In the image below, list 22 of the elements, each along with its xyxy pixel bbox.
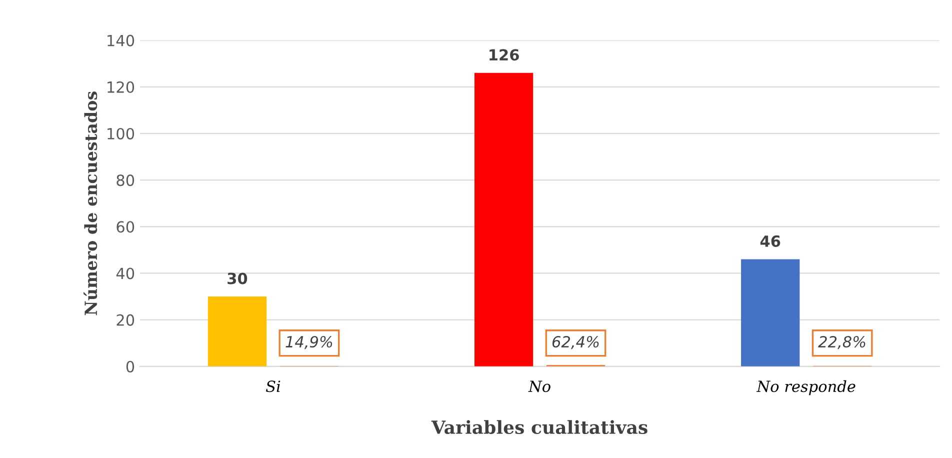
- bar: [741, 259, 800, 366]
- y-tick-label: 20: [116, 314, 134, 326]
- y-tick-label: 40: [116, 268, 134, 280]
- y-axis-title: Número de encuestados: [84, 92, 98, 316]
- x-tick-label: No: [528, 380, 550, 392]
- data-label: 46: [760, 235, 780, 247]
- x-tick-label: Si: [266, 380, 280, 392]
- data-label: 62,4%: [552, 336, 599, 350]
- bar: [208, 296, 267, 366]
- data-label: 126: [490, 49, 519, 61]
- bar: [474, 72, 534, 366]
- y-tick-label: 80: [116, 174, 134, 186]
- x-axis-title: Variables cualitativas: [431, 420, 648, 434]
- y-tick-label: 120: [108, 81, 134, 93]
- x-tick-label: No responde: [756, 380, 856, 396]
- y-tick-label: 60: [116, 221, 134, 233]
- y-tick-label: 100: [108, 128, 134, 140]
- data-label: 30: [228, 272, 248, 284]
- data-label: 22,8%: [818, 336, 866, 350]
- data-label: 14,9%: [286, 336, 332, 350]
- y-tick-label: 140: [108, 34, 134, 46]
- y-tick-label: 0: [126, 360, 134, 372]
